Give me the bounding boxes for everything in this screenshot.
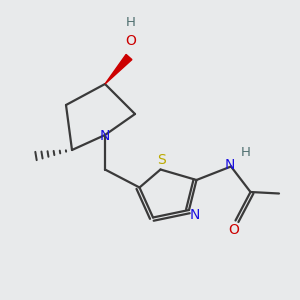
Polygon shape [105,54,132,84]
Text: N: N [100,130,110,143]
Text: O: O [229,223,239,237]
Text: N: N [224,158,235,172]
Text: H: H [241,146,251,160]
Text: S: S [158,153,166,167]
Text: O: O [125,34,136,48]
Text: H: H [126,16,135,28]
Text: N: N [189,208,200,222]
